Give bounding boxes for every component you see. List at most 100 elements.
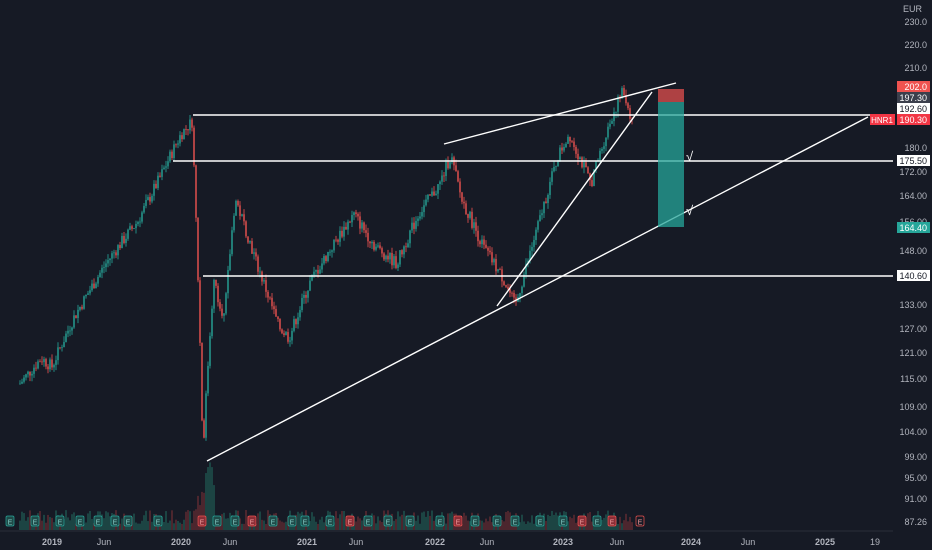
earnings-marker[interactable] (212, 515, 222, 527)
earnings-marker[interactable] (592, 515, 602, 527)
candle-body (625, 94, 627, 104)
candle-body (147, 197, 149, 200)
volume-bar (449, 513, 451, 530)
earnings-marker[interactable] (123, 515, 133, 527)
candle-body (489, 250, 491, 253)
volume-bar (29, 510, 31, 530)
volume-bar (211, 467, 213, 530)
candle-body (145, 199, 147, 206)
earnings-marker[interactable] (30, 515, 40, 527)
candle-body (97, 277, 99, 284)
candle-body (41, 361, 43, 363)
earnings-marker[interactable] (363, 515, 373, 527)
earnings-marker[interactable] (287, 515, 297, 527)
volume-bar (187, 510, 189, 530)
earnings-marker[interactable] (405, 515, 415, 527)
earnings-marker[interactable] (93, 515, 103, 527)
earnings-marker[interactable] (345, 515, 355, 527)
candle-body (155, 183, 157, 189)
earnings-marker[interactable] (197, 515, 207, 527)
candle-body (553, 166, 555, 172)
earnings-marker[interactable] (383, 515, 393, 527)
candle-body (503, 281, 505, 286)
volume-bar (265, 523, 267, 530)
time-axis[interactable]: 2019 Jun 2020 Jun 2021 Jun 2022 Jun 2023 Jun 2024 J… (0, 530, 932, 550)
price-tick-label: 148.00 (899, 246, 927, 256)
volume-bar (185, 511, 187, 530)
earnings-marker[interactable] (55, 515, 65, 527)
drawing-lines[interactable] (173, 82, 893, 462)
short-position-tool[interactable] (658, 89, 684, 227)
candle-body (347, 221, 349, 230)
candle-body (289, 340, 291, 342)
candle-body (333, 239, 335, 251)
candle-body (111, 253, 113, 259)
earnings-marker-label: E (271, 520, 276, 527)
candle-body (273, 306, 275, 310)
earnings-marker[interactable] (635, 515, 645, 527)
candle-body (125, 238, 127, 243)
candle-body (509, 288, 511, 293)
candle-body (185, 129, 187, 130)
volume-bar (89, 510, 91, 530)
earnings-marker-label: E (303, 520, 308, 527)
candle-body (555, 166, 557, 168)
earnings-marker[interactable] (607, 515, 617, 527)
earnings-marker[interactable] (510, 515, 520, 527)
earnings-marker[interactable] (492, 515, 502, 527)
volume-bar (221, 514, 223, 530)
volume-bar (41, 520, 43, 530)
price-tick-label: 127.00 (899, 324, 927, 334)
volume-bar (431, 510, 433, 530)
earnings-marker[interactable] (535, 515, 545, 527)
earnings-marker[interactable] (300, 515, 310, 527)
volume-bar (355, 521, 357, 530)
volume-bar (21, 511, 23, 530)
earnings-marker[interactable] (435, 515, 445, 527)
volume-bar (73, 512, 75, 530)
candle-body (613, 112, 615, 122)
volume-bar (591, 521, 593, 530)
earnings-marker[interactable] (325, 515, 335, 527)
earnings-marker-label: E (495, 520, 500, 527)
volume-bar (451, 511, 453, 530)
candle-body (23, 377, 25, 382)
candle-body (271, 297, 273, 307)
earnings-marker-label: E (580, 520, 585, 527)
earnings-marker-label: E (113, 520, 118, 527)
candle-body (175, 144, 177, 146)
candle-body (519, 293, 521, 297)
volume-bar (145, 510, 147, 530)
time-tick-label: 2022 (425, 537, 445, 547)
earnings-marker[interactable] (110, 515, 120, 527)
earnings-marker[interactable] (470, 515, 480, 527)
candle-body (233, 215, 235, 231)
volume-bar (259, 511, 261, 530)
earnings-marker[interactable] (230, 515, 240, 527)
earnings-marker[interactable] (247, 515, 257, 527)
volume-bar (45, 522, 47, 530)
candle-body (621, 88, 623, 99)
volume-bar (605, 514, 607, 530)
volume-bar (411, 523, 413, 530)
candle-body (565, 143, 567, 148)
earnings-marker[interactable] (5, 515, 15, 527)
earnings-marker[interactable] (153, 515, 163, 527)
earnings-marker[interactable] (453, 515, 463, 527)
price-tick-label: 87.26 (904, 517, 927, 527)
price-axis[interactable]: EUR 230.0220.0210.0180.0172.00164.00156.… (893, 0, 932, 530)
volume-bar (381, 522, 383, 530)
candle-body (171, 151, 173, 159)
earnings-marker[interactable] (268, 515, 278, 527)
candle-body (609, 123, 611, 127)
earnings-marker[interactable] (558, 515, 568, 527)
candle-body (419, 216, 421, 219)
earnings-marker[interactable] (75, 515, 85, 527)
price-tick-label: 164.00 (899, 191, 927, 201)
volume-bar (143, 515, 145, 530)
earnings-marker[interactable] (577, 515, 587, 527)
candle-body (325, 256, 327, 262)
time-tick-label: 2021 (297, 537, 317, 547)
